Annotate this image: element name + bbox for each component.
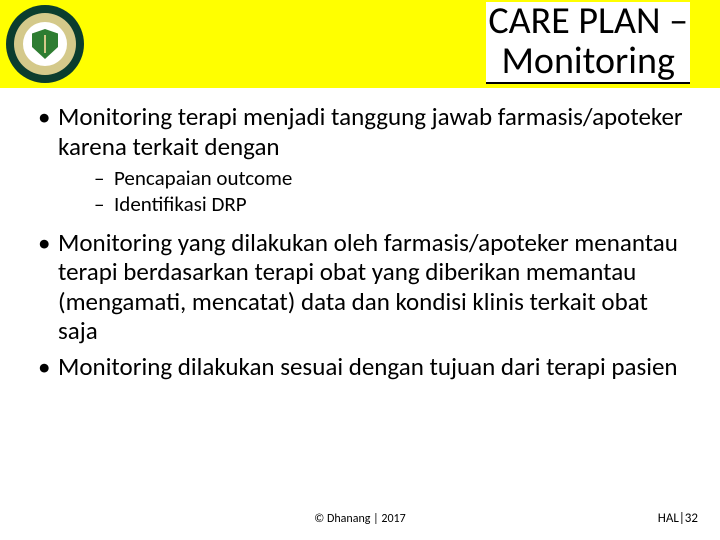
footer-page-number: HAL|32 [658,511,698,526]
slide-title: CARE PLAN – Monitoring [486,2,690,84]
sub-bullet-item: Identifikasi DRP [58,191,692,217]
title-line-2: Monitoring [488,42,688,82]
sub-bullet-item: Pencapaian outcome [58,165,692,191]
bullet-text: Monitoring terapi menjadi tanggung jawab… [58,101,683,162]
title-line-1: CARE PLAN – [488,2,688,42]
bullet-text: Monitoring yang dilakukan oleh farmasis/… [58,227,678,347]
header-bar: CARE PLAN – Monitoring [0,0,720,88]
footer-credit: © Dhanang | 2017 [0,512,720,526]
institution-logo [6,5,84,83]
bullet-item: Monitoring yang dilakukan oleh farmasis/… [28,228,692,346]
bullet-item: Monitoring dilakukan sesuai dengan tujua… [28,352,692,382]
bullet-text: Monitoring dilakukan sesuai dengan tujua… [58,351,678,382]
bullet-item: Monitoring terapi menjadi tanggung jawab… [28,102,692,218]
slide-body: Monitoring terapi menjadi tanggung jawab… [0,88,720,381]
